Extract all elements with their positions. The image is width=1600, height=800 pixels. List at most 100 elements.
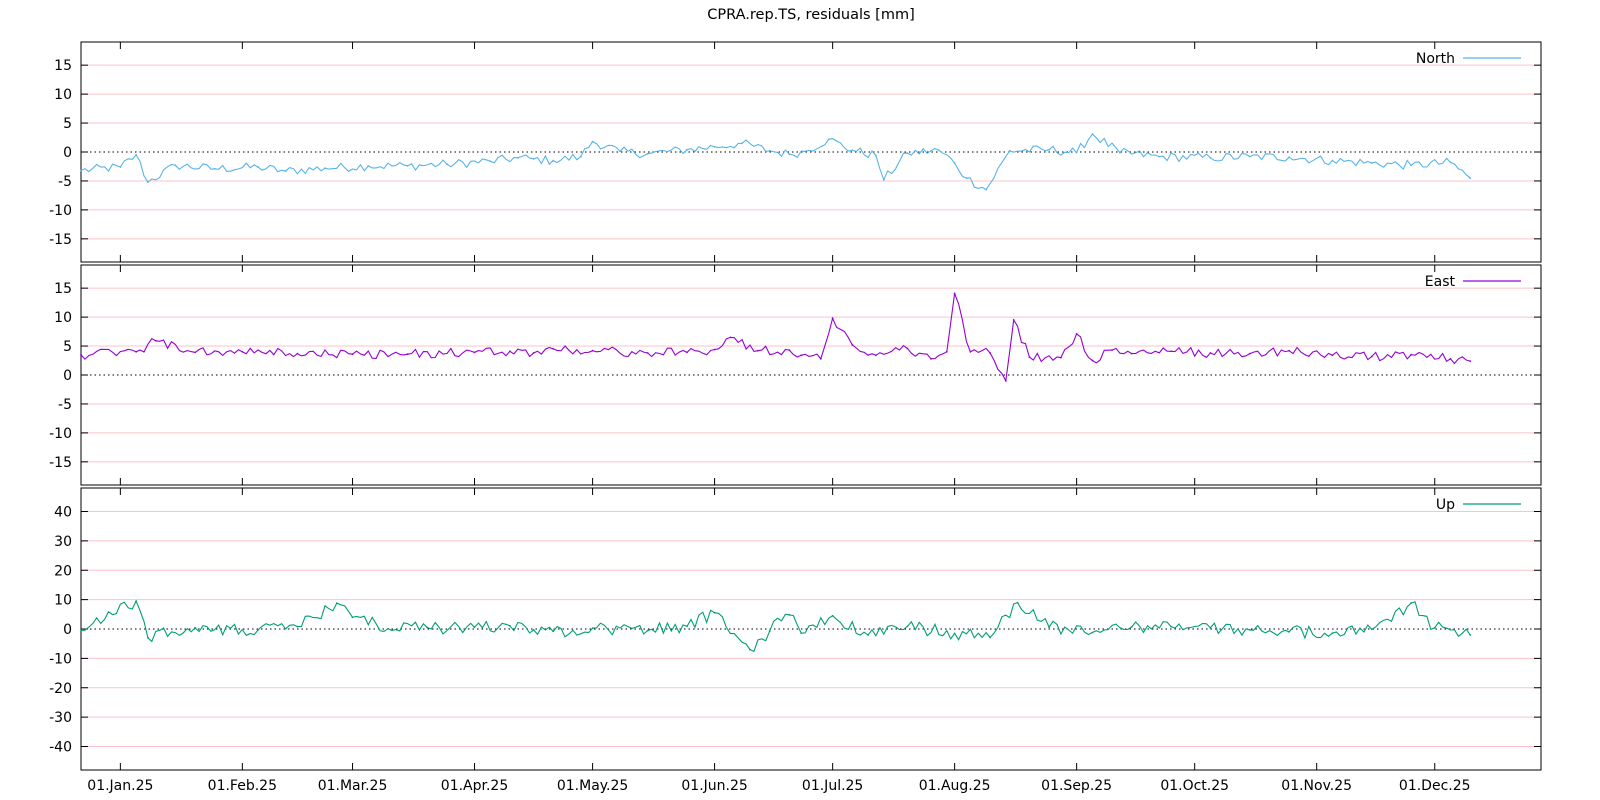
data-point (1130, 626, 1133, 628)
data-point (1091, 631, 1094, 634)
data-point (646, 352, 649, 354)
y-tick-label: -20 (49, 681, 72, 697)
y-tick-label: 0 (63, 368, 72, 384)
data-point (1004, 379, 1007, 382)
y-tick-label: -30 (49, 710, 72, 726)
panel-up: 40 30 20 10 0 -10 -20 -30 -40 Up (49, 487, 1542, 771)
data-point (1016, 601, 1019, 604)
data-point (875, 354, 877, 357)
data-point (1248, 155, 1251, 158)
x-tick-label: 01.Dec.25 (1399, 778, 1471, 794)
data-point (509, 624, 511, 627)
data-point (1288, 631, 1290, 633)
data-point (135, 154, 138, 156)
data-point (1209, 352, 1212, 354)
y-tick-label: 0 (63, 145, 72, 161)
data-point (1209, 156, 1212, 159)
data-point (686, 351, 688, 354)
data-point (757, 349, 759, 352)
data-point (1028, 356, 1031, 358)
data-point (1158, 155, 1161, 158)
y-tick-label: 0 (63, 622, 72, 638)
data-point (1111, 349, 1113, 351)
data-point (284, 170, 287, 173)
x-tick-label: 01.Oct.25 (1160, 778, 1229, 794)
y-tick-label: -10 (49, 426, 72, 442)
data-point (1288, 156, 1290, 159)
data-point (1091, 133, 1094, 136)
data-point (768, 149, 771, 152)
x-tick-label: 01.Aug.25 (919, 778, 991, 794)
data-point (749, 648, 751, 651)
data-point (241, 350, 244, 353)
data-point (1469, 634, 1472, 636)
data-point (552, 630, 555, 633)
data-point (509, 350, 511, 353)
data-point (174, 164, 177, 167)
x-tick-label: 01.Mar.25 (318, 778, 388, 794)
y-tick-label: -40 (49, 740, 72, 756)
data-point (965, 177, 968, 180)
y-tick-label: 10 (54, 310, 72, 326)
data-point (387, 627, 389, 630)
x-tick-label: 01.Feb.25 (208, 778, 277, 794)
data-point (1248, 352, 1251, 355)
legend-label: East (1425, 274, 1456, 290)
data-point (729, 336, 732, 339)
y-tick-label: 10 (54, 593, 72, 609)
data-point (1012, 319, 1015, 321)
y-tick-label: 5 (63, 339, 72, 355)
data-point (1119, 151, 1121, 154)
data-point (831, 614, 834, 617)
data-point (800, 354, 803, 357)
data-point (1410, 164, 1412, 167)
data-point (989, 636, 991, 639)
data-point (80, 353, 82, 356)
data-point (686, 625, 688, 628)
x-tick-label: 01.Apr.25 (441, 778, 508, 794)
y-tick-label: 40 (54, 505, 72, 521)
x-tick-label: 01.May.25 (557, 778, 628, 794)
data-point (532, 352, 535, 354)
data-point (1209, 626, 1212, 629)
data-point (1449, 357, 1452, 360)
data-point (800, 632, 803, 634)
data-point (257, 166, 259, 169)
data-point (969, 350, 972, 353)
y-tick-label: 30 (54, 534, 72, 550)
panel-east: 15 10 5 0 -5 -10 -15 East (49, 264, 1542, 486)
data-point (154, 339, 157, 342)
data-point (619, 150, 621, 153)
data-point (1331, 632, 1334, 634)
y-tick-label: 20 (54, 563, 72, 579)
data-point (194, 626, 197, 629)
data-point (552, 348, 555, 350)
data-point (741, 142, 743, 145)
data-point (882, 178, 885, 181)
data-point (851, 149, 854, 152)
data-point (532, 629, 535, 631)
y-tick-label: 15 (54, 281, 72, 297)
data-point (1469, 360, 1472, 362)
data-point (1048, 626, 1050, 629)
data-point (257, 629, 259, 631)
data-point (213, 167, 216, 170)
data-point (1170, 625, 1172, 628)
data-point (473, 351, 476, 354)
data-point (713, 145, 716, 148)
data-point (804, 150, 806, 153)
data-point (819, 357, 822, 360)
data-point (1433, 626, 1436, 629)
data-point (906, 347, 909, 350)
data-point (1060, 356, 1062, 359)
y-tick-label: -10 (49, 203, 72, 219)
data-point (119, 166, 122, 169)
data-point (446, 163, 448, 166)
series-line-east (80, 293, 1471, 383)
data-point (1248, 629, 1251, 631)
data-point (875, 154, 877, 157)
x-tick-label: 01.Jun.25 (681, 778, 747, 794)
data-point (646, 629, 649, 632)
series-line-up (80, 599, 1471, 653)
y-tick-label: 5 (63, 116, 72, 132)
